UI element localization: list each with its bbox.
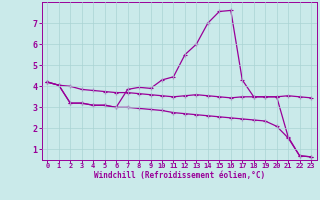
X-axis label: Windchill (Refroidissement éolien,°C): Windchill (Refroidissement éolien,°C) xyxy=(94,171,265,180)
